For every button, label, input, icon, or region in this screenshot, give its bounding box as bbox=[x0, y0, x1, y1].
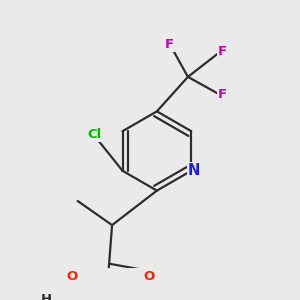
Text: F: F bbox=[218, 44, 227, 58]
Text: F: F bbox=[218, 88, 227, 100]
Text: O: O bbox=[144, 270, 155, 283]
Text: N: N bbox=[188, 163, 200, 178]
Text: H: H bbox=[40, 293, 52, 300]
Text: F: F bbox=[164, 38, 173, 51]
Text: Cl: Cl bbox=[88, 128, 102, 141]
Text: O: O bbox=[67, 270, 78, 283]
